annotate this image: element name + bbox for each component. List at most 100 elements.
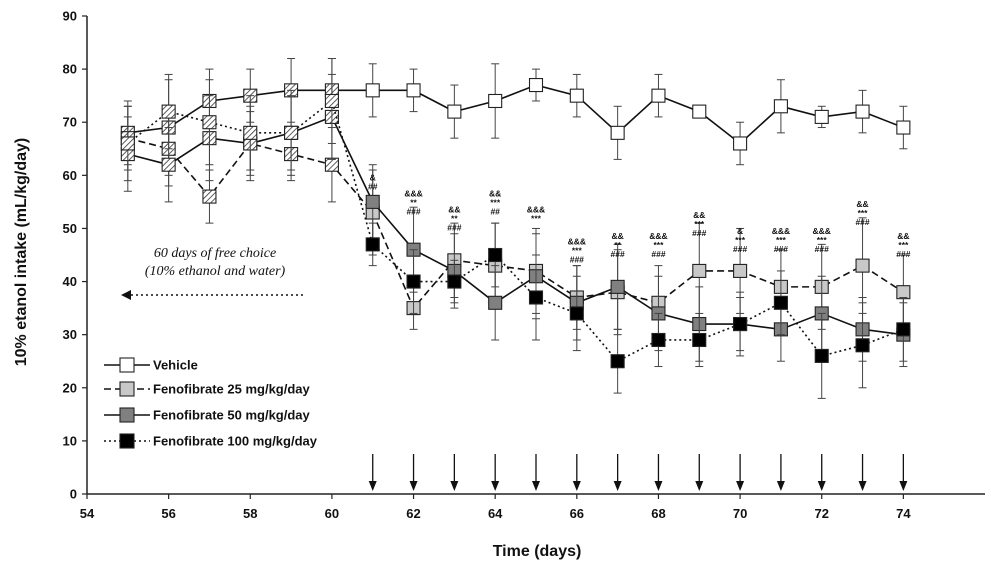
y-tick-label: 90 (63, 9, 77, 24)
data-point (488, 93, 503, 109)
significance-label: &&& (404, 189, 422, 199)
series-2 (120, 73, 911, 368)
significance-label: ### (406, 207, 420, 217)
legend-marker (119, 381, 135, 397)
treatment-arrow-head (572, 481, 581, 491)
significance-label: ** (614, 240, 621, 250)
data-point (528, 290, 544, 305)
data-point (243, 125, 258, 140)
data-point (120, 136, 135, 151)
data-point (488, 295, 503, 310)
significance-label: ### (692, 228, 706, 238)
significance-label: ## (368, 182, 378, 192)
y-tick-label: 0 (70, 487, 77, 502)
legend-label: Vehicle (153, 358, 198, 373)
data-point (733, 136, 748, 151)
significance-label: ### (611, 249, 625, 259)
data-point (365, 237, 380, 252)
significance-label: ### (774, 244, 788, 254)
treatment-arrow-head (450, 481, 459, 491)
data-point (610, 279, 625, 294)
x-tick-label: 68 (651, 506, 665, 521)
significance-label: *** (898, 240, 909, 250)
significance-label: &&& (649, 231, 667, 241)
significance-label: *** (490, 198, 501, 208)
significance-label: *** (858, 208, 869, 218)
x-tick-label: 58 (243, 506, 257, 521)
data-point (365, 83, 380, 98)
y-tick-label: 30 (63, 327, 77, 342)
significance-label: *** (531, 214, 542, 224)
legend-label: Fenofibrate 100 mg/kg/day (153, 434, 318, 449)
significance-label: & (370, 173, 376, 183)
data-point (855, 258, 870, 273)
data-point (447, 104, 462, 119)
legend-marker (119, 357, 135, 373)
treatment-arrow-head (695, 481, 704, 491)
significance-label: &&& (568, 236, 586, 246)
treatment-arrow-head (613, 481, 622, 491)
free-choice-annotation: 60 days of free choice (10% ethanol and … (121, 246, 303, 300)
data-point (855, 104, 870, 119)
treatment-arrow-head (736, 481, 745, 491)
significance-label: ### (896, 249, 910, 259)
significance-label: && (611, 231, 623, 241)
treatment-arrow-head (858, 481, 867, 491)
axes: 0 10 20 30 40 50 60 70 80 90 54 56 58 60 62 64 66 68 70 72 7… (63, 9, 985, 521)
data-point (406, 83, 421, 98)
x-tick-label: 54 (80, 506, 95, 521)
x-tick-label: 62 (406, 506, 420, 521)
y-tick-label: 60 (63, 168, 77, 183)
treatment-arrow-head (409, 481, 418, 491)
significance-label: *** (694, 219, 705, 229)
data-point (692, 263, 707, 278)
treatment-arrow-head (654, 481, 663, 491)
significance-label: *** (776, 235, 787, 245)
data-point (651, 88, 666, 103)
data-point (447, 274, 462, 289)
significance-label: ### (447, 223, 461, 233)
significance-markers: &##&&&**### &&**###&&***## &&&***&&&***###… (368, 173, 911, 265)
treatment-arrows (368, 454, 908, 491)
annotation-line-1: 60 days of free choice (154, 246, 276, 261)
data-point (896, 120, 911, 135)
significance-label: ### (733, 244, 747, 254)
y-tick-label: 80 (63, 62, 77, 77)
data-point (692, 332, 707, 348)
significance-label: *** (572, 245, 583, 255)
significance-label: ### (570, 254, 584, 264)
data-point (610, 125, 625, 140)
data-point (896, 285, 911, 300)
significance-label: && (897, 231, 909, 241)
x-tick-label: 70 (733, 506, 747, 521)
series (120, 57, 911, 399)
legend-label: Fenofibrate 25 mg/kg/day (153, 382, 311, 397)
significance-label: ** (451, 214, 458, 224)
data-point (202, 189, 217, 204)
significance-label: ### (815, 244, 829, 254)
significance-label: *** (653, 240, 664, 250)
data-point (733, 263, 748, 278)
y-axis-title: 10% etanol intake (mL/kg/day) (13, 138, 30, 367)
treatment-arrow-head (899, 481, 908, 491)
legend-marker (119, 433, 135, 449)
significance-label: && (693, 210, 705, 220)
significance-label: *** (817, 235, 828, 245)
data-point (651, 332, 666, 348)
treatment-arrow-head (368, 481, 377, 491)
significance-label: && (489, 189, 501, 199)
data-point (569, 306, 584, 321)
annotation-line-2: (10% ethanol and water) (145, 264, 286, 279)
significance-label: & (737, 226, 743, 236)
data-point (896, 322, 911, 337)
data-point (324, 157, 339, 172)
x-tick-label: 60 (325, 506, 339, 521)
treatment-arrow-head (532, 481, 540, 491)
data-point (324, 93, 339, 109)
x-axis-title: Time (days) (493, 543, 582, 560)
x-tick-label: 56 (161, 506, 175, 521)
data-point (814, 348, 829, 363)
x-tick-label: 72 (814, 506, 828, 521)
significance-label: && (856, 199, 868, 209)
